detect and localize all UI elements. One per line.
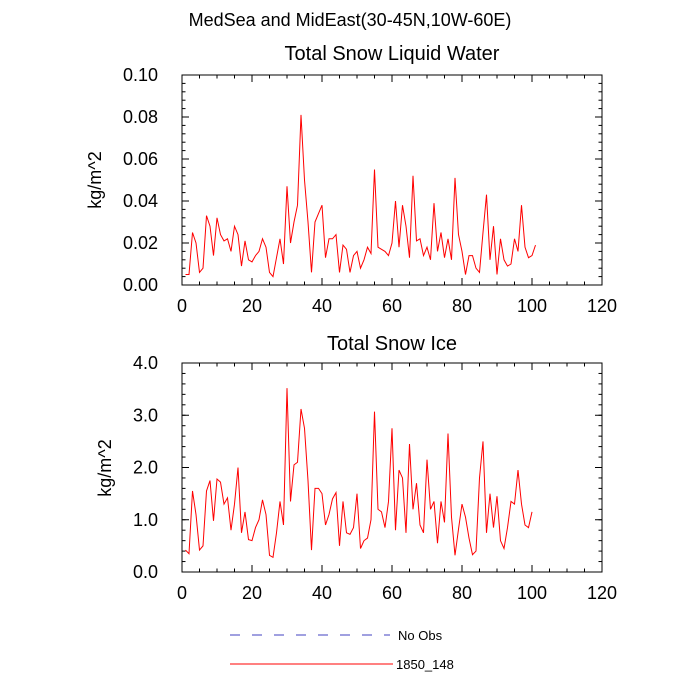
x-tick-label: 20 — [242, 296, 262, 316]
y-tick-label: 1.0 — [133, 510, 158, 530]
tick-labels: 0 20 40 60 80 100 120 0.00 0.02 0.04 0.06 0.08 0.10 — [123, 65, 617, 316]
x-tick-label: 40 — [312, 296, 332, 316]
x-tick-label: 20 — [242, 583, 262, 603]
x-tick-label: 120 — [587, 296, 617, 316]
x-tick-label: 100 — [517, 296, 547, 316]
y-tick-label: 0.02 — [123, 233, 158, 253]
legend-label-no-obs: No Obs — [398, 628, 443, 643]
series-line-1850_148 — [185, 388, 533, 559]
series-line-1850_148 — [185, 114, 536, 278]
x-tick-label: 120 — [587, 583, 617, 603]
x-tick-label: 40 — [312, 583, 332, 603]
plot-frame — [181, 362, 603, 573]
series-group — [185, 388, 533, 559]
legend-label-1850-148: 1850_148 — [396, 657, 454, 672]
y-tick-label: 0.0 — [133, 562, 158, 582]
tick-labels: 0 20 40 60 80 100 120 0.0 1.0 2.0 3.0 4.0 — [133, 353, 617, 603]
legend-entry-no-obs: No Obs — [230, 628, 443, 643]
page-title: MedSea and MidEast(30-45N,10W-60E) — [189, 10, 512, 30]
y-tick-label: 0.04 — [123, 191, 158, 211]
x-tick-label: 60 — [382, 583, 402, 603]
chart-title: Total Snow Liquid Water — [285, 43, 500, 65]
axis-ticks — [181, 74, 603, 286]
y-tick-label: 4.0 — [133, 353, 158, 373]
x-tick-label: 0 — [177, 583, 187, 603]
x-tick-label: 0 — [177, 296, 187, 316]
panel-total-snow-liquid-water: Total Snow Liquid Water kg/m^2 0 20 40 60 80… — [85, 43, 617, 316]
y-axis-label: kg/m^2 — [95, 439, 115, 496]
y-tick-label: 0.08 — [123, 107, 158, 127]
y-tick-label: 0.10 — [123, 65, 158, 85]
y-tick-label: 2.0 — [133, 458, 158, 478]
x-tick-label: 80 — [452, 296, 472, 316]
x-tick-label: 80 — [452, 583, 472, 603]
x-tick-label: 60 — [382, 296, 402, 316]
plot-frame — [181, 74, 603, 286]
y-tick-label: 0.00 — [123, 275, 158, 295]
legend-entry-1850-148: 1850_148 — [230, 657, 454, 672]
series-group — [185, 114, 536, 278]
x-tick-label: 100 — [517, 583, 547, 603]
legend: No Obs 1850_148 — [230, 628, 454, 672]
y-tick-label: 3.0 — [133, 405, 158, 425]
axis-ticks — [181, 362, 603, 573]
y-axis-label: kg/m^2 — [85, 151, 105, 208]
chart-title: Total Snow Ice — [327, 333, 457, 355]
panel-total-snow-ice: Total Snow Ice kg/m^2 0 20 40 60 80 100 120 0.0… — [95, 333, 617, 603]
y-tick-label: 0.06 — [123, 149, 158, 169]
